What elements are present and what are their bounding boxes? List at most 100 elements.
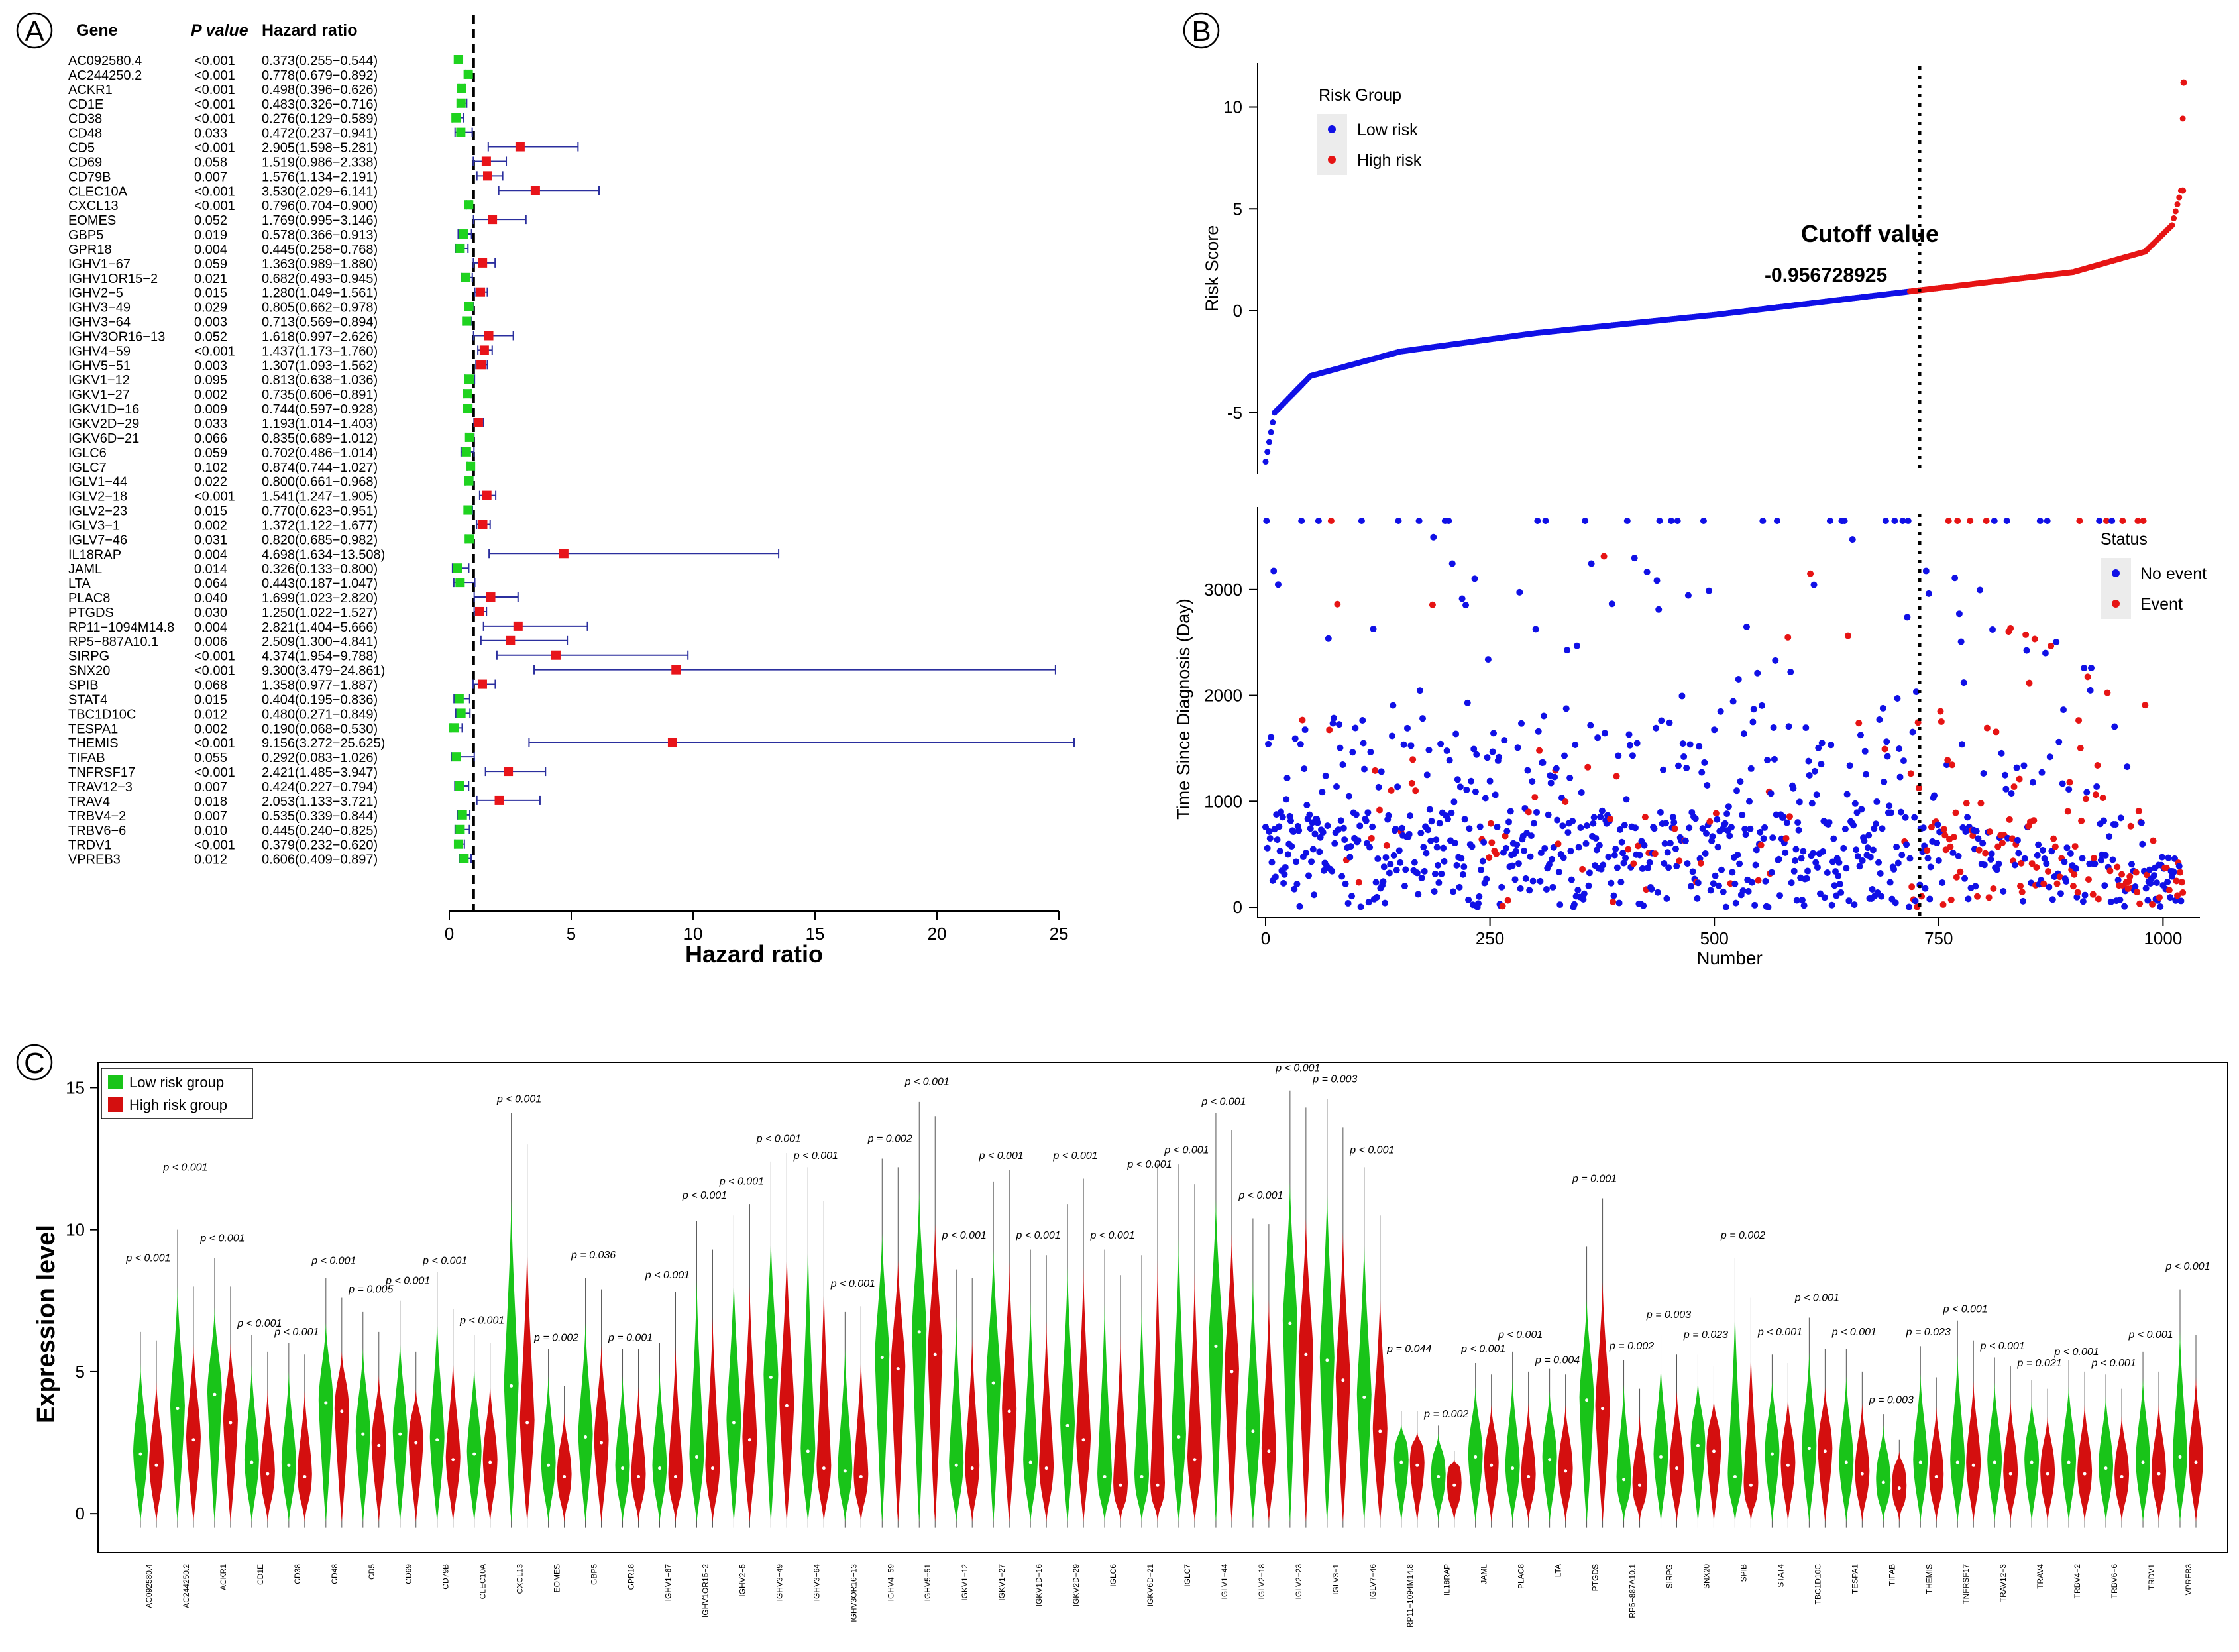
violin-p-value: p < 0.001 xyxy=(1943,1303,1988,1315)
forest-gene-label: TESPA1 xyxy=(68,722,118,736)
survival-point xyxy=(1906,855,1914,862)
survival-point xyxy=(1284,851,1291,858)
survival-point xyxy=(1906,903,1913,910)
survival-point xyxy=(1686,824,1693,832)
surv-y-tick-label: 0 xyxy=(1233,897,1242,917)
survival-point xyxy=(1611,852,1618,859)
survival-point xyxy=(1810,850,1817,857)
survival-point xyxy=(1807,570,1814,577)
risk-score-points xyxy=(1262,79,2187,465)
violin-low-median xyxy=(2104,1466,2108,1470)
survival-point xyxy=(1295,827,1303,834)
violin-gene-label: IGKV2D−29 xyxy=(1071,1564,1081,1607)
survival-point xyxy=(2013,764,2020,771)
violin-low-risk xyxy=(1839,1376,1854,1523)
survival-point xyxy=(1938,718,1945,726)
survival-point xyxy=(2018,889,2026,896)
survival-point xyxy=(1925,590,1932,597)
violin-high-median xyxy=(747,1438,751,1442)
survival-point xyxy=(1782,835,1790,842)
survival-point xyxy=(1385,812,1392,819)
survival-point xyxy=(1857,732,1864,739)
violin-gene-label: VPREB3 xyxy=(2184,1564,2193,1596)
violin-high-median xyxy=(1564,1469,1568,1473)
forest-hr-text: 0.483(0.326−0.716) xyxy=(262,97,378,112)
forest-hr-text: 0.800(0.661−0.968) xyxy=(262,475,378,490)
forest-point xyxy=(455,824,465,834)
survival-point xyxy=(2045,868,2052,875)
survival-point xyxy=(2071,843,2079,850)
survival-point xyxy=(1608,600,1615,608)
forest-hr-text: 0.735(0.606−0.891) xyxy=(262,388,378,402)
survival-point xyxy=(1872,820,1879,828)
survival-point xyxy=(2091,854,2098,861)
survival-point xyxy=(1590,820,1597,827)
forest-gene-label: PLAC8 xyxy=(68,591,110,606)
violin-low-risk xyxy=(1542,1390,1557,1523)
survival-point xyxy=(1386,869,1393,877)
survival-point xyxy=(1725,803,1732,810)
survival-point xyxy=(1276,823,1283,830)
survival-point xyxy=(1749,718,1757,726)
survival-point xyxy=(1796,798,1803,806)
forest-gene-label: LTA xyxy=(68,577,91,591)
survival-point xyxy=(2089,891,2097,898)
violin-high-median xyxy=(1452,1483,1456,1487)
survival-point xyxy=(2134,889,2141,896)
survival-point xyxy=(1547,779,1555,787)
survival-point xyxy=(1726,832,1733,840)
survival-point xyxy=(1940,826,1947,833)
violin-high-median xyxy=(154,1463,158,1467)
forest-hr-text: 1.618(0.997−2.626) xyxy=(262,329,378,344)
survival-point xyxy=(1982,850,1989,857)
survival-point xyxy=(1767,790,1775,797)
survival-point xyxy=(1988,850,1995,857)
violin-low-risk xyxy=(1245,1278,1260,1523)
survival-point xyxy=(1855,720,1863,727)
survival-point xyxy=(1640,902,1647,909)
survival-point xyxy=(2048,848,2055,855)
violin-high-risk xyxy=(2003,1399,2018,1523)
survival-point xyxy=(1309,846,1317,853)
survival-point xyxy=(2142,702,2149,709)
violin-gene-label: TNFRSF17 xyxy=(1961,1564,1971,1604)
violin-low-risk xyxy=(1505,1378,1520,1523)
forest-point xyxy=(476,360,486,370)
survival-point xyxy=(1750,706,1757,713)
forest-hr-text: 0.443(0.187−1.047) xyxy=(262,577,378,591)
forest-point xyxy=(452,563,462,573)
violin-p-value: p < 0.001 xyxy=(199,1233,245,1244)
forest-point xyxy=(464,476,474,486)
survival-point xyxy=(1366,844,1374,851)
violin-high-median xyxy=(1823,1449,1827,1453)
survival-point xyxy=(2000,887,2007,895)
survival-point xyxy=(2165,887,2173,894)
survival-point xyxy=(1427,837,1435,844)
violin-low-risk xyxy=(504,1199,519,1523)
violin-low-risk xyxy=(949,1316,964,1523)
survival-point xyxy=(1875,859,1883,866)
survival-point xyxy=(1653,577,1661,584)
violin-gene-label: IGKV1D−16 xyxy=(1034,1564,1044,1607)
survival-point xyxy=(2173,877,2180,885)
forest-x-tick-label: 0 xyxy=(445,924,454,944)
violin-gene-label: EOMES xyxy=(553,1564,562,1592)
violin-low-risk xyxy=(133,1363,148,1523)
violin-low-risk xyxy=(1208,1199,1223,1523)
survival-point xyxy=(1349,749,1356,756)
survival-point xyxy=(1453,861,1460,869)
violin-high-median xyxy=(710,1466,714,1470)
survival-point xyxy=(1382,899,1389,907)
survival-point xyxy=(1896,773,1904,781)
survival-point xyxy=(1782,849,1789,856)
violin-low-median xyxy=(1028,1460,1032,1464)
violin-low-median xyxy=(472,1452,476,1456)
violin-gene-label: ACKR1 xyxy=(219,1564,228,1590)
survival-point xyxy=(1608,879,1615,887)
survival-point xyxy=(1837,889,1845,896)
survival-point xyxy=(1840,844,1847,852)
survival-point xyxy=(1440,844,1447,852)
survival-point xyxy=(1811,767,1818,775)
forest-gene-label: IGLV1−44 xyxy=(68,475,127,490)
survival-point xyxy=(2119,517,2126,524)
